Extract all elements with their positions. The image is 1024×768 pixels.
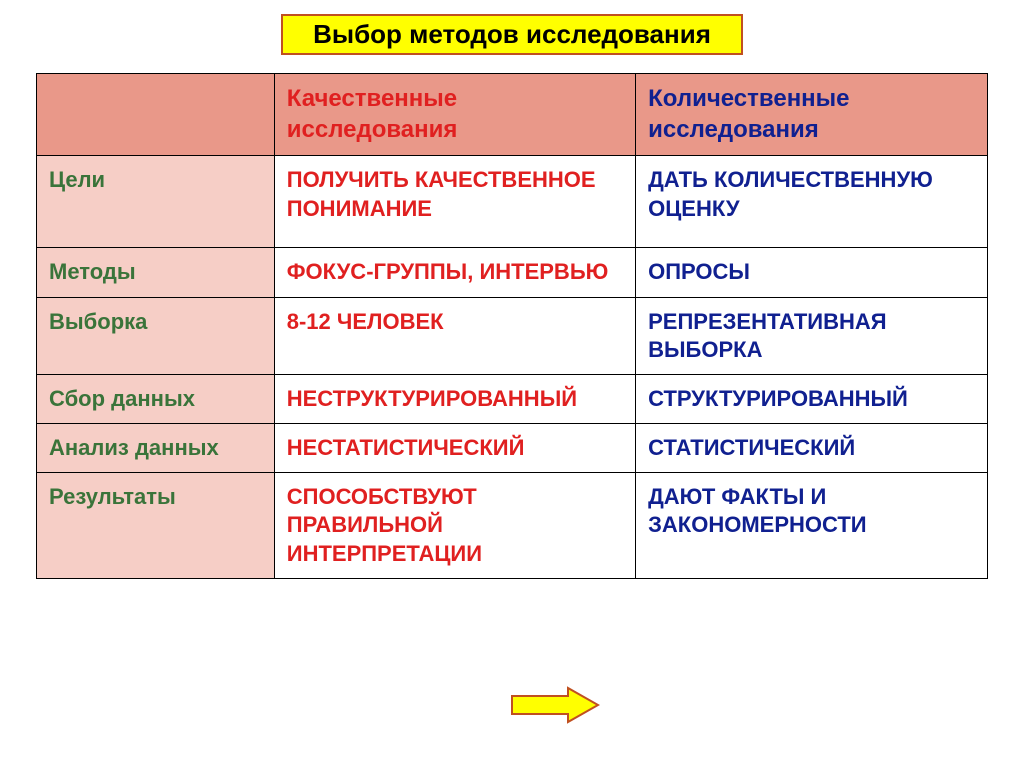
table-row: Результаты Способствуют правильной интер… xyxy=(37,473,988,578)
arrow-shape xyxy=(512,688,598,722)
cell-qual: Фокус-группы, интервью xyxy=(274,248,635,297)
row-label: Методы xyxy=(37,248,275,297)
table-row: Выборка 8-12 человек Репрезентативная вы… xyxy=(37,297,988,374)
cell-quant: Статистический xyxy=(636,424,988,473)
cell-quant: Репрезентативная выборка xyxy=(636,297,988,374)
cell-quant: Опросы xyxy=(636,248,988,297)
arrow-icon xyxy=(510,686,600,724)
title-bar: Выбор методов исследования xyxy=(36,14,988,55)
cell-qual: Получить качественное понимание xyxy=(274,156,635,248)
cell-qual: Способствуют правильной интерпретации xyxy=(274,473,635,578)
cell-quant: Структурированный xyxy=(636,374,988,423)
header-quantitative: Количественные исследования xyxy=(636,74,988,156)
row-label: Цели xyxy=(37,156,275,248)
cell-qual: Нестатистический xyxy=(274,424,635,473)
row-label: Выборка xyxy=(37,297,275,374)
table-row: Методы Фокус-группы, интервью Опросы xyxy=(37,248,988,297)
row-label: Результаты xyxy=(37,473,275,578)
cell-quant: Дают факты и закономерности xyxy=(636,473,988,578)
header-qualitative: Качественные исследования xyxy=(274,74,635,156)
table-row: Цели Получить качественное понимание Дат… xyxy=(37,156,988,248)
header-empty xyxy=(37,74,275,156)
cell-qual: 8-12 человек xyxy=(274,297,635,374)
table-row: Анализ данных Нестатистический Статистич… xyxy=(37,424,988,473)
table-header-row: Качественные исследования Количественные… xyxy=(37,74,988,156)
cell-qual: Неструктурированный xyxy=(274,374,635,423)
row-label: Сбор данных xyxy=(37,374,275,423)
cell-quant: Дать количественную оценку xyxy=(636,156,988,248)
table-row: Сбор данных Неструктурированный Структур… xyxy=(37,374,988,423)
comparison-table: Качественные исследования Количественные… xyxy=(36,73,988,579)
page-title: Выбор методов исследования xyxy=(281,14,743,55)
row-label: Анализ данных xyxy=(37,424,275,473)
